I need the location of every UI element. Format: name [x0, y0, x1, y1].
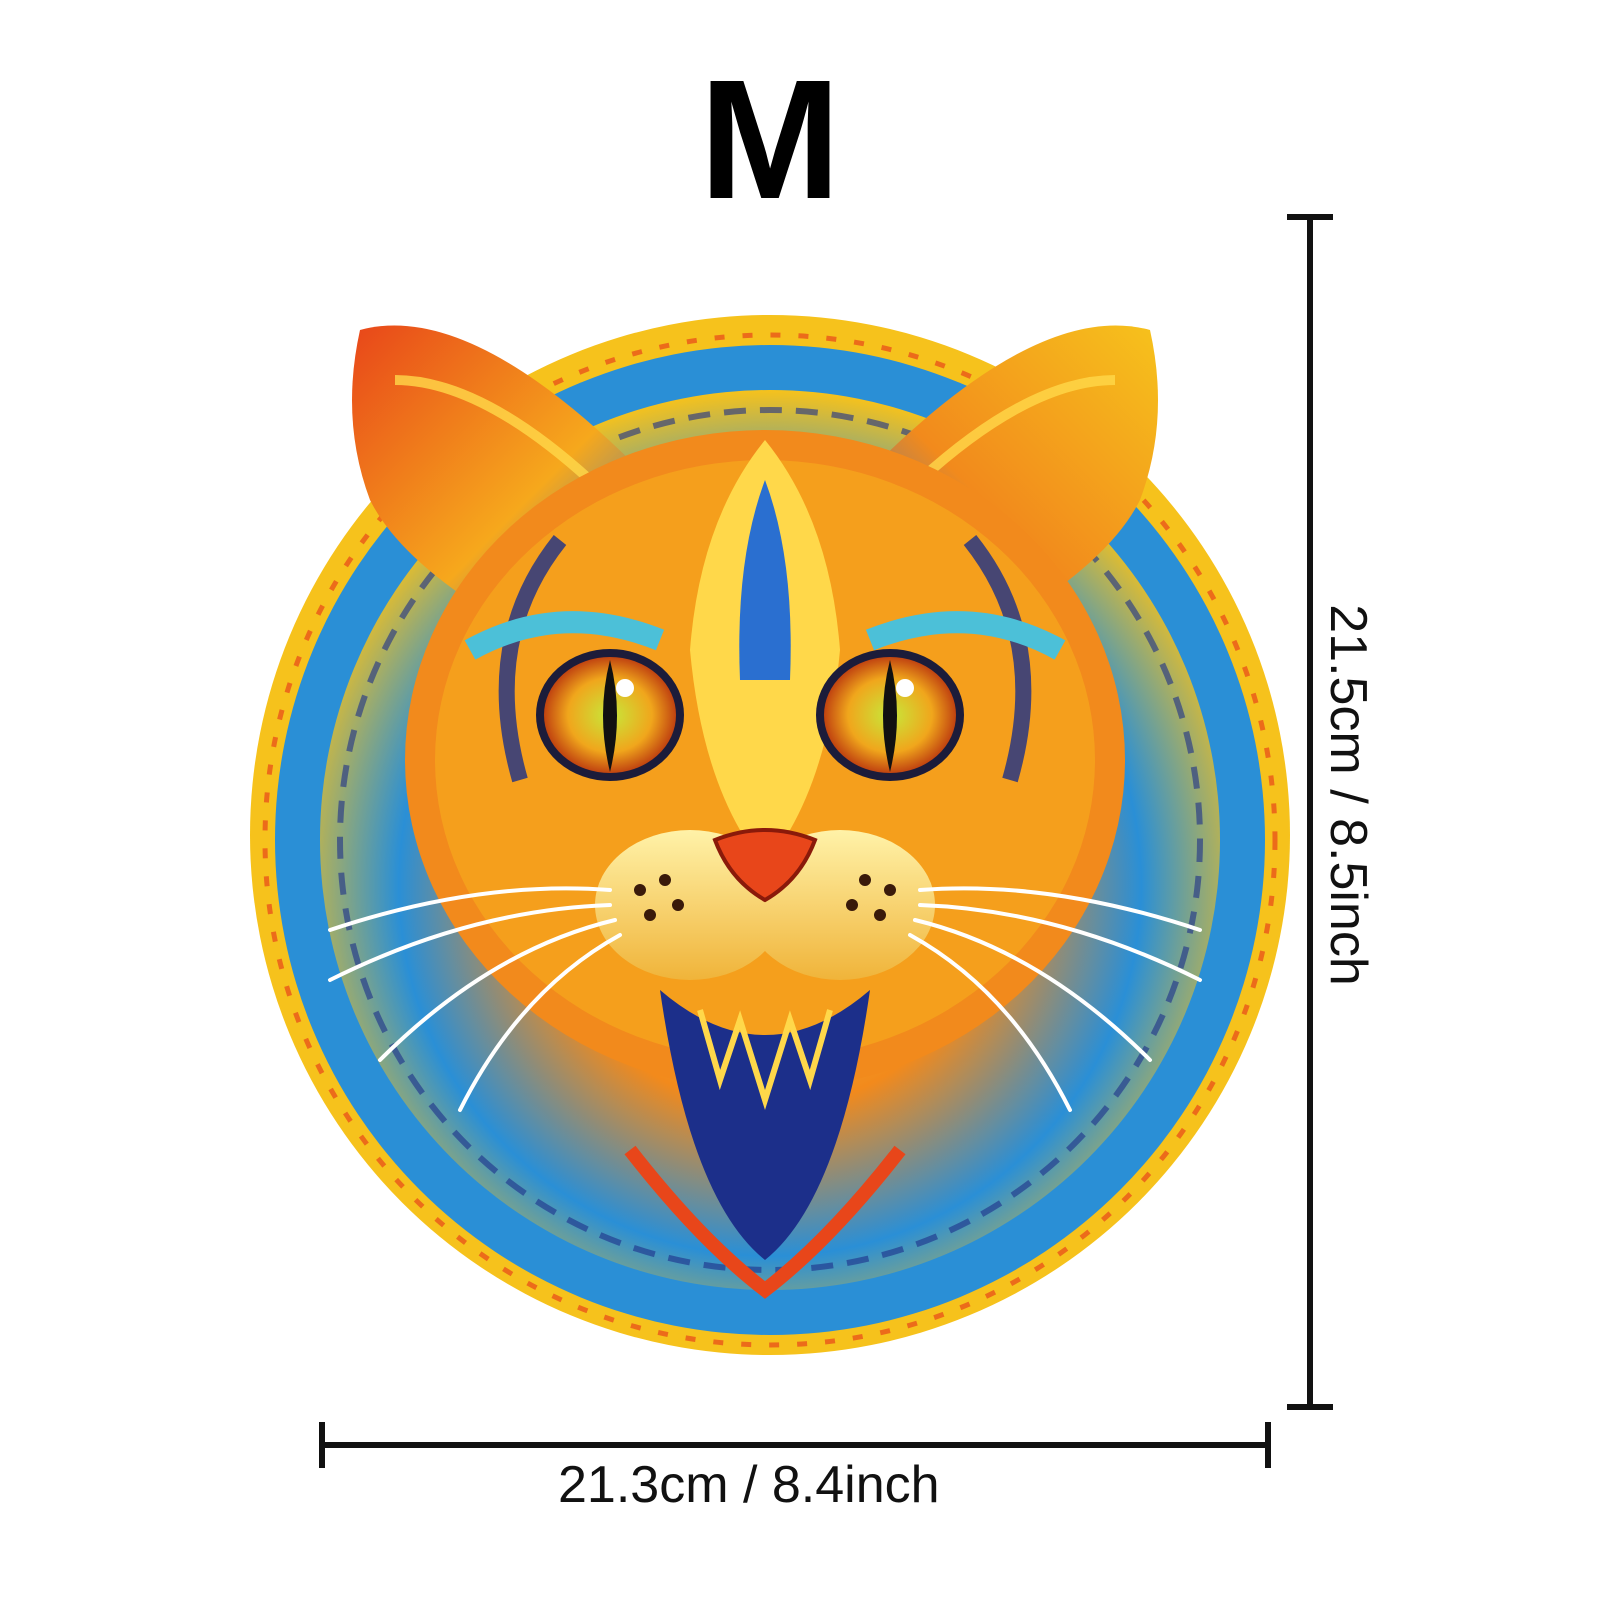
height-label: 21.5cm / 8.5inch	[1319, 604, 1377, 986]
size-label: M	[699, 45, 841, 235]
width-dimension-bar	[319, 1422, 1271, 1468]
left-eye	[536, 649, 684, 781]
whiskers	[328, 886, 1202, 1112]
right-eye	[816, 649, 964, 781]
cat-nose	[712, 828, 818, 903]
width-label: 21.3cm / 8.4inch	[558, 1456, 940, 1514]
height-dimension-bar	[1287, 214, 1333, 1410]
